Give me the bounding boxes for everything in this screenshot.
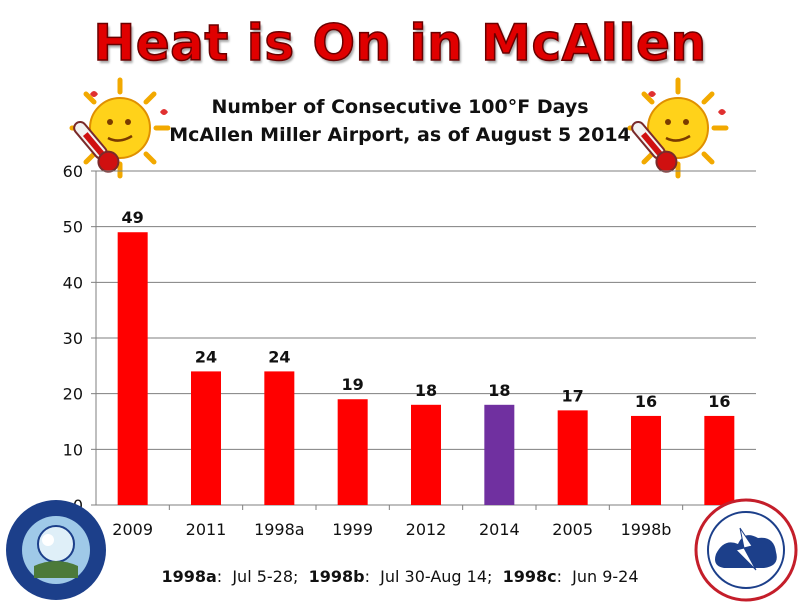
data-label: 18 [415,381,437,400]
footnote: 1998a: Jul 5-28; 1998b: Jul 30-Aug 14; 1… [161,567,639,586]
footnote-label: 1998c [502,567,557,586]
y-tick-label: 60 [63,162,83,181]
data-label: 24 [195,347,217,366]
national-weather-service-brownsville-logo [6,500,106,600]
y-tick-label: 40 [63,273,83,292]
x-tick-label: 2012 [406,520,447,539]
sun-thermometer-icon [627,77,729,179]
x-tick-label: 2011 [186,520,227,539]
x-tick-label: 2005 [552,520,593,539]
y-tick-label: 30 [63,329,83,348]
national-weather-service-noaa-logo [694,498,798,602]
x-tick-label: 1999 [332,520,373,539]
bar-1999 [337,399,368,505]
footnote-range: Jul 30-Aug 14 [380,567,487,586]
data-label: 18 [488,381,510,400]
x-tick-label: 2014 [479,520,520,539]
bar-2005 [557,410,588,505]
x-tick-label: 2009 [112,520,153,539]
x-tick-label: 1998b [621,520,672,539]
y-tick-label: 20 [63,385,83,404]
bars [117,232,735,505]
bar-2012 [411,404,441,505]
footnote-label: 1998a [161,567,217,586]
footnote-label: 1998b [308,567,365,586]
bar-1998b [631,415,661,505]
headline: Heat is On in McAllen [93,13,707,73]
bar-19 [704,415,735,505]
bar-2011 [191,371,221,505]
bar-2009 [117,232,148,505]
footnote-range: Jul 5-28 [232,567,294,586]
data-label: 49 [122,208,144,227]
data-label: 19 [342,375,364,394]
chart-subtitle: McAllen Miller Airport, as of August 5 2… [169,124,631,146]
sun-thermometer-icon [69,77,171,179]
data-label: 24 [268,347,290,366]
bar-2014 [484,404,515,505]
y-tick-label: 10 [63,440,83,459]
data-label: 16 [708,392,730,411]
y-tick-label: 50 [63,218,83,237]
x-tick-label: 1998a [254,520,305,539]
data-label: 17 [562,386,584,405]
data-labels: 49 24 24 19 18 18 17 16 16 [122,208,731,411]
chart-title: Number of Consecutive 100°F Days [211,96,589,118]
y-axis-ticks: 0102030405060 [63,162,96,515]
footnote-range: Jun 9-24 [572,567,639,586]
data-label: 16 [635,392,657,411]
bar-1998a [264,371,295,505]
